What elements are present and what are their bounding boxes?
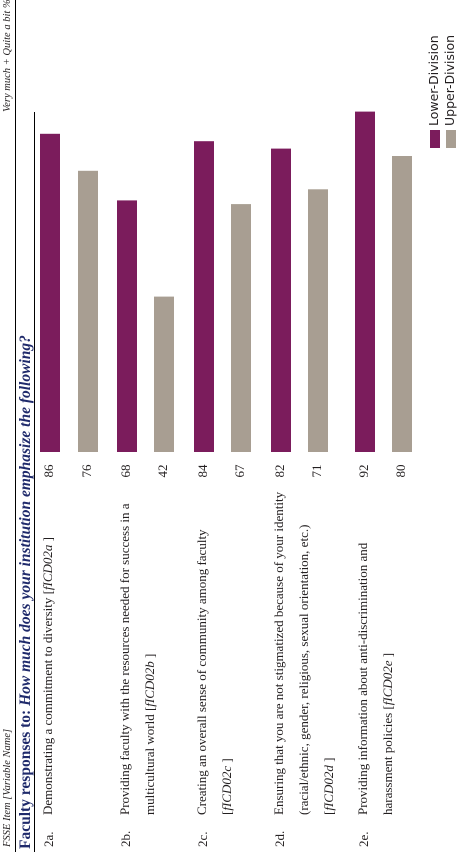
row-id: 2d. (272, 830, 287, 847)
bar-2c-lower (194, 141, 214, 452)
bar-2b-lower (117, 200, 137, 452)
bar-2a-upper (78, 170, 98, 452)
legend-swatch-upper (446, 130, 456, 148)
lower-value: 68 (118, 464, 133, 478)
lower-value: 92 (356, 464, 371, 478)
upper-value: 80 (393, 464, 408, 478)
lower-value: 82 (272, 464, 287, 478)
row-text: Providing information about anti-discrim… (355, 542, 395, 815)
bar-chart (40, 111, 412, 452)
lower-value: 84 (195, 464, 210, 478)
row-id: 2e. (356, 831, 371, 847)
item-column-header: FSSE Item [Variable Name] (2, 728, 13, 847)
question-lead: Faculty responses to: (17, 709, 34, 849)
row-id: 2a. (41, 831, 56, 847)
bar-2b-upper (154, 296, 174, 452)
bar-2d-upper (308, 189, 328, 452)
upper-value: 76 (79, 464, 94, 478)
bar-2a-lower (40, 133, 60, 452)
legend-label-upper: Upper-Division (442, 34, 457, 126)
row-text: Creating an overall sense of community a… (194, 529, 234, 815)
upper-value: 42 (155, 464, 170, 478)
upper-value: 67 (232, 464, 247, 478)
row-id: 2b. (118, 830, 133, 847)
row-text: Ensuring that you are not stigmatized be… (271, 491, 336, 815)
lower-value: 86 (41, 464, 56, 478)
upper-value: 71 (309, 464, 324, 478)
legend-label-lower: Lower-Division (426, 35, 441, 126)
row-text: Providing faculty with the resources nee… (117, 503, 157, 815)
bar-2d-lower (271, 148, 291, 452)
legend-swatch-lower (430, 130, 440, 148)
row-id: 2c. (195, 831, 210, 847)
row-text: Demonstrating a commitment to diversity … (40, 536, 55, 815)
bar-2e-upper (392, 156, 412, 452)
bar-2c-upper (231, 204, 251, 452)
bar-2e-lower (355, 111, 375, 452)
